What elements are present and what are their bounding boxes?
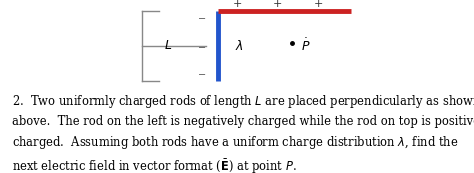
- Text: $+$: $+$: [312, 0, 323, 9]
- Text: $-$: $-$: [197, 41, 206, 51]
- Text: $-$: $-$: [197, 68, 206, 78]
- Text: $\lambda$: $\lambda$: [235, 39, 244, 53]
- Text: 2.  Two uniformly charged rods of length $L$ are placed perpendicularly as shown: 2. Two uniformly charged rods of length …: [12, 93, 474, 173]
- Text: $\dot{P}$: $\dot{P}$: [301, 38, 310, 54]
- Text: $+$: $+$: [272, 0, 283, 9]
- Text: $L$: $L$: [164, 39, 173, 52]
- Text: $+$: $+$: [232, 0, 242, 9]
- Text: $-$: $-$: [197, 11, 206, 21]
